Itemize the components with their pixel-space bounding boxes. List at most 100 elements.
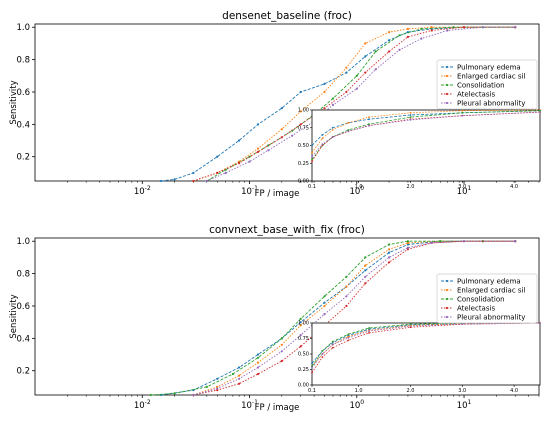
- y-axis-label: Sensitivity: [9, 294, 19, 338]
- inset-data-point: [321, 137, 324, 140]
- data-point: [430, 26, 433, 29]
- inset-series-line: [311, 109, 541, 153]
- data-point: [280, 107, 283, 110]
- series-line: [193, 240, 516, 396]
- data-point: [280, 337, 283, 340]
- y-tick-label: 0.6: [16, 88, 30, 98]
- inset-y-tick-label: 0.50: [298, 352, 309, 358]
- y-axis-label: Sensitivity: [9, 80, 19, 124]
- legend-marker: [445, 65, 449, 69]
- data-point: [238, 139, 241, 142]
- legend-marker: [445, 297, 449, 301]
- inset-data-point: [368, 330, 370, 332]
- inset-series-line: [311, 111, 541, 157]
- inset-data-point: [321, 353, 324, 355]
- data-point: [514, 26, 517, 29]
- data-point: [238, 162, 241, 165]
- inset-data-point: [321, 350, 324, 352]
- data-point: [280, 128, 283, 131]
- data-point: [205, 385, 208, 388]
- data-point: [299, 110, 302, 113]
- data-point: [160, 179, 163, 183]
- inset-data-point: [321, 143, 324, 146]
- data-point: [439, 240, 442, 243]
- inset-plot: 0.1 1.0 2.0 3.0 4.0 0.00 0.25 0.50 0.75 1.00: [298, 108, 541, 190]
- inset-y-tick-label: 0.50: [298, 143, 309, 149]
- y-tick-label: 0.4: [16, 120, 30, 130]
- inset-data-point: [368, 116, 370, 118]
- x-tick-label: 101: [457, 399, 472, 411]
- inset-data-point: [347, 339, 350, 342]
- legend-marker: [445, 306, 449, 310]
- inset-frame: [311, 322, 541, 386]
- inset-x-tick-label: 2.0: [406, 388, 414, 394]
- inset-data-point: [461, 109, 464, 112]
- data-point: [364, 55, 367, 58]
- x-tick-label: 10-2: [134, 185, 151, 197]
- data-point: [388, 50, 391, 53]
- data-point: [224, 171, 227, 174]
- data-point: [364, 256, 367, 259]
- inset-y-tick-label: 0.75: [298, 336, 309, 342]
- data-point: [192, 171, 195, 174]
- legend-box: [436, 59, 538, 110]
- data-point: [364, 275, 367, 278]
- inset-data-point: [409, 119, 412, 121]
- data-point: [256, 361, 260, 364]
- inset-x-tick-label: 4.0: [510, 388, 518, 394]
- data-point: [280, 136, 283, 139]
- inset-x-tick-label: 3.0: [458, 388, 466, 394]
- data-point: [323, 90, 326, 94]
- data-point: [323, 313, 326, 316]
- inset-data-point: [347, 121, 350, 124]
- data-point: [345, 71, 348, 74]
- data-point: [406, 35, 409, 39]
- data-point: [280, 359, 283, 363]
- data-point: [398, 48, 401, 52]
- data-point: [299, 317, 302, 320]
- data-point: [345, 285, 348, 288]
- data-point: [216, 155, 219, 158]
- legend-box: [436, 273, 538, 324]
- x-axis-label: FP / image: [255, 189, 300, 199]
- data-point: [248, 160, 251, 163]
- series-line: [193, 240, 516, 396]
- data-point: [388, 30, 391, 34]
- inset-data-point: [347, 129, 350, 131]
- series-line: [206, 26, 516, 182]
- legend-label: Pulmonary edema: [457, 278, 521, 286]
- series-pulmonary-edema: [160, 26, 517, 183]
- series-line: [206, 26, 516, 182]
- legend-label: Atelectasis: [457, 91, 495, 99]
- data-point: [388, 248, 391, 251]
- inset-data-point: [347, 335, 350, 338]
- inset-data-point: [311, 366, 313, 369]
- inset-data-point: [311, 144, 313, 147]
- data-point: [323, 82, 326, 85]
- data-point: [364, 264, 367, 267]
- data-point: [216, 385, 219, 388]
- y-tick-label: 1.0: [16, 23, 30, 33]
- inset-frame: [311, 109, 541, 182]
- data-point: [364, 269, 367, 272]
- inset-y-tick-label: 0.00: [298, 179, 309, 185]
- inset-y-tick-label: 1.00: [298, 321, 309, 327]
- data-point: [216, 377, 219, 380]
- legend-label: Pleural abnormality: [457, 100, 525, 108]
- inset-x-tick-label: 0.1: [308, 388, 316, 394]
- series-line: [150, 240, 516, 396]
- inset-x-tick-label: 4.0: [510, 184, 518, 190]
- data-point: [331, 97, 335, 100]
- data-point: [256, 353, 260, 356]
- legend-marker: [445, 279, 449, 283]
- inset-data-point: [539, 322, 541, 324]
- inset-data-point: [347, 337, 350, 339]
- inset-x-tick-label: 3.0: [458, 184, 466, 190]
- data-point: [406, 246, 409, 249]
- inset-data-point: [368, 327, 370, 329]
- inset-series-line: [311, 322, 540, 367]
- data-point: [323, 301, 326, 304]
- data-point: [238, 374, 241, 377]
